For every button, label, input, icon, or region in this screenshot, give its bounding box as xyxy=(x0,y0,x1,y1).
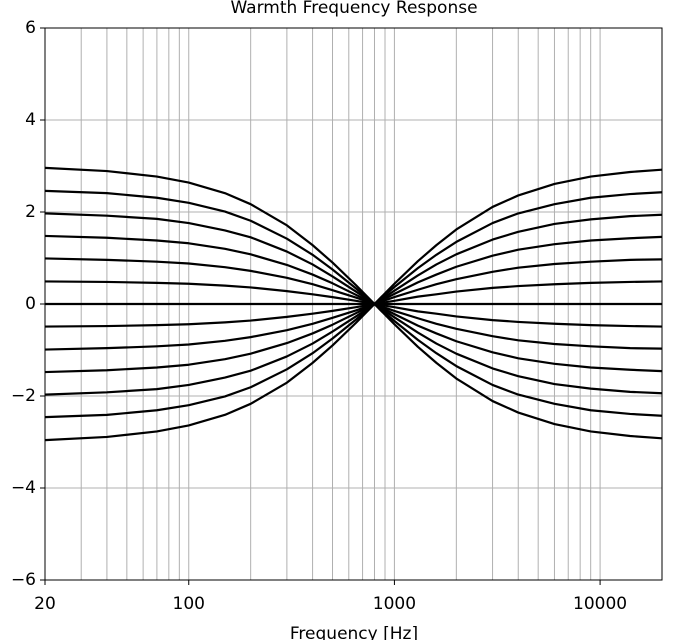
y-tick-label: 2 xyxy=(25,202,36,222)
y-tick-label: −2 xyxy=(11,386,36,406)
plot-frame xyxy=(44,27,663,581)
y-tick-label: 4 xyxy=(25,110,36,130)
chart-title: Warmth Frequency Response xyxy=(230,0,477,18)
y-tick-label: 6 xyxy=(25,18,36,38)
x-axis-label: Frequency [Hz] xyxy=(290,624,418,640)
y-tick-label: −4 xyxy=(11,478,36,498)
x-tick-label: 1000 xyxy=(373,594,416,614)
curve xyxy=(44,168,663,442)
x-tick-label: 10000 xyxy=(573,594,627,614)
x-tick-label: 20 xyxy=(34,594,56,614)
y-tick-label: −6 xyxy=(11,570,36,590)
x-tick-label: 100 xyxy=(173,594,205,614)
y-tick-label: 0 xyxy=(25,294,36,314)
